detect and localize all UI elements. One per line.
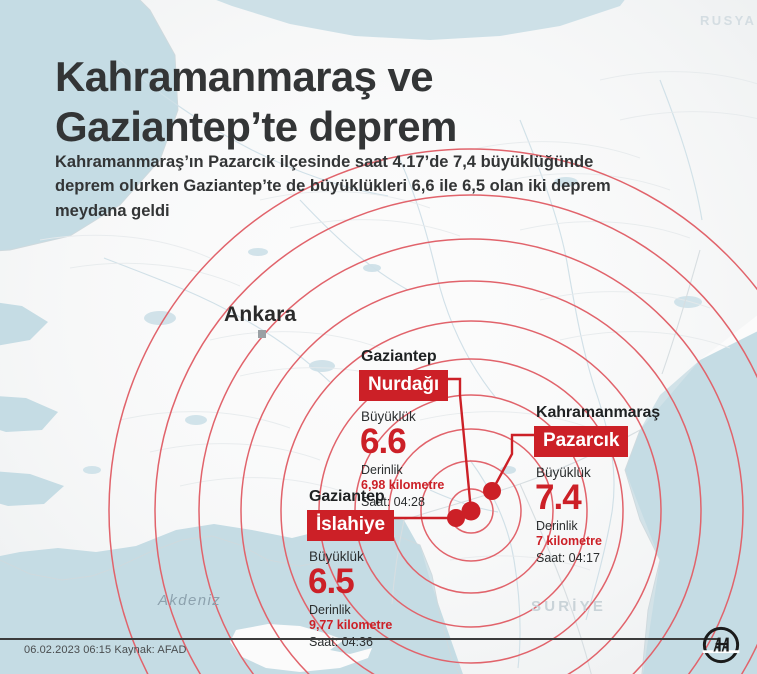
page-subtitle: Kahramanmaraş’ın Pazarcık ilçesinde saat… xyxy=(55,150,625,224)
page-title: Kahramanmaraş ve Gaziantep’te deprem xyxy=(55,52,615,152)
quake-magnitude-nurdagi: 6.6 xyxy=(360,422,407,461)
quake-magnitude-label-islahiye: Büyüklük xyxy=(309,549,364,564)
map-label-rusya: RUSYA xyxy=(700,13,757,28)
quake-province-islahiye: Gaziantep xyxy=(309,488,385,505)
quake-magnitude-islahiye: 6.5 xyxy=(308,562,355,601)
quake-depth-pazarcik: 7 kilometre xyxy=(536,534,603,548)
subtitle-line-3: meydana geldi xyxy=(55,201,170,220)
footer-credit: 06.02.2023 06:15 Kaynak: AFAD xyxy=(24,644,187,656)
map-label-ankara: Ankara xyxy=(224,303,297,326)
epicenter-dot-pazarcik xyxy=(483,482,501,500)
map-label-suriye: SURİYE xyxy=(531,598,607,615)
footer-divider xyxy=(0,638,718,640)
quake-district-badge-nurdagi: Nurdağı xyxy=(359,370,449,401)
quake-callout-islahiye: Gaziantep İslahiye Büyüklük 6.5 Derinlik… xyxy=(307,488,394,649)
cyprus-island xyxy=(230,624,372,672)
epicenter-dot-islahiye xyxy=(447,509,465,527)
quake-depth-label-nurdagi: Derinlik xyxy=(361,463,403,477)
quake-district-badge-pazarcik: Pazarcık xyxy=(534,426,629,457)
quake-callout-pazarcik: Kahramanmaraş Pazarcık Büyüklük 7.4 Deri… xyxy=(534,404,660,565)
title-line-2: Gaziantep’te deprem xyxy=(55,103,457,151)
quake-province-pazarcik: Kahramanmaraş xyxy=(536,404,661,421)
quake-depth-nurdagi: 6,98 kilometre xyxy=(361,478,445,492)
quake-magnitude-pazarcik: 7.4 xyxy=(535,478,582,517)
quake-depth-label-pazarcik: Derinlik xyxy=(536,519,578,533)
seismic-rings xyxy=(108,148,757,674)
map-label-akdeniz: Akdeniz xyxy=(158,592,222,609)
epicenter-dots xyxy=(447,482,501,527)
quake-depth-label-islahiye: Derinlik xyxy=(309,603,351,617)
mediterranean-sea xyxy=(0,302,463,674)
subtitle-line-1: Kahramanmaraş’ın Pazarcık ilçesinde saat… xyxy=(55,152,594,171)
quake-callout-nurdagi: Gaziantep Nurdağı Büyüklük 6.6 Derinlik … xyxy=(359,348,449,509)
quake-district-badge-islahiye: İslahiye xyxy=(307,510,394,541)
epicenter-dot-nurdagi xyxy=(461,501,481,521)
ankara-marker-icon xyxy=(258,330,266,338)
rivers-and-lakes xyxy=(83,59,703,669)
quake-depth-islahiye: 9,77 kilometre xyxy=(309,618,393,632)
quake-time-pazarcik: Saat: 04:17 xyxy=(536,551,600,565)
quake-magnitude-label-pazarcik: Büyüklük xyxy=(536,465,591,480)
quake-province-nurdagi: Gaziantep xyxy=(361,348,437,365)
leader-line-pazarcik xyxy=(490,433,536,492)
aa-logo-icon xyxy=(702,626,740,664)
quake-time-nurdagi: Saat: 04:28 xyxy=(361,495,425,509)
subtitle-line-2: deprem olurken Gaziantep’te de büyüklükl… xyxy=(55,177,611,195)
terrain-relief xyxy=(39,71,757,571)
quake-magnitude-label-nurdagi: Büyüklük xyxy=(361,409,416,424)
coastline xyxy=(0,0,660,674)
title-line-1: Kahramanmaraş ve xyxy=(55,53,434,101)
